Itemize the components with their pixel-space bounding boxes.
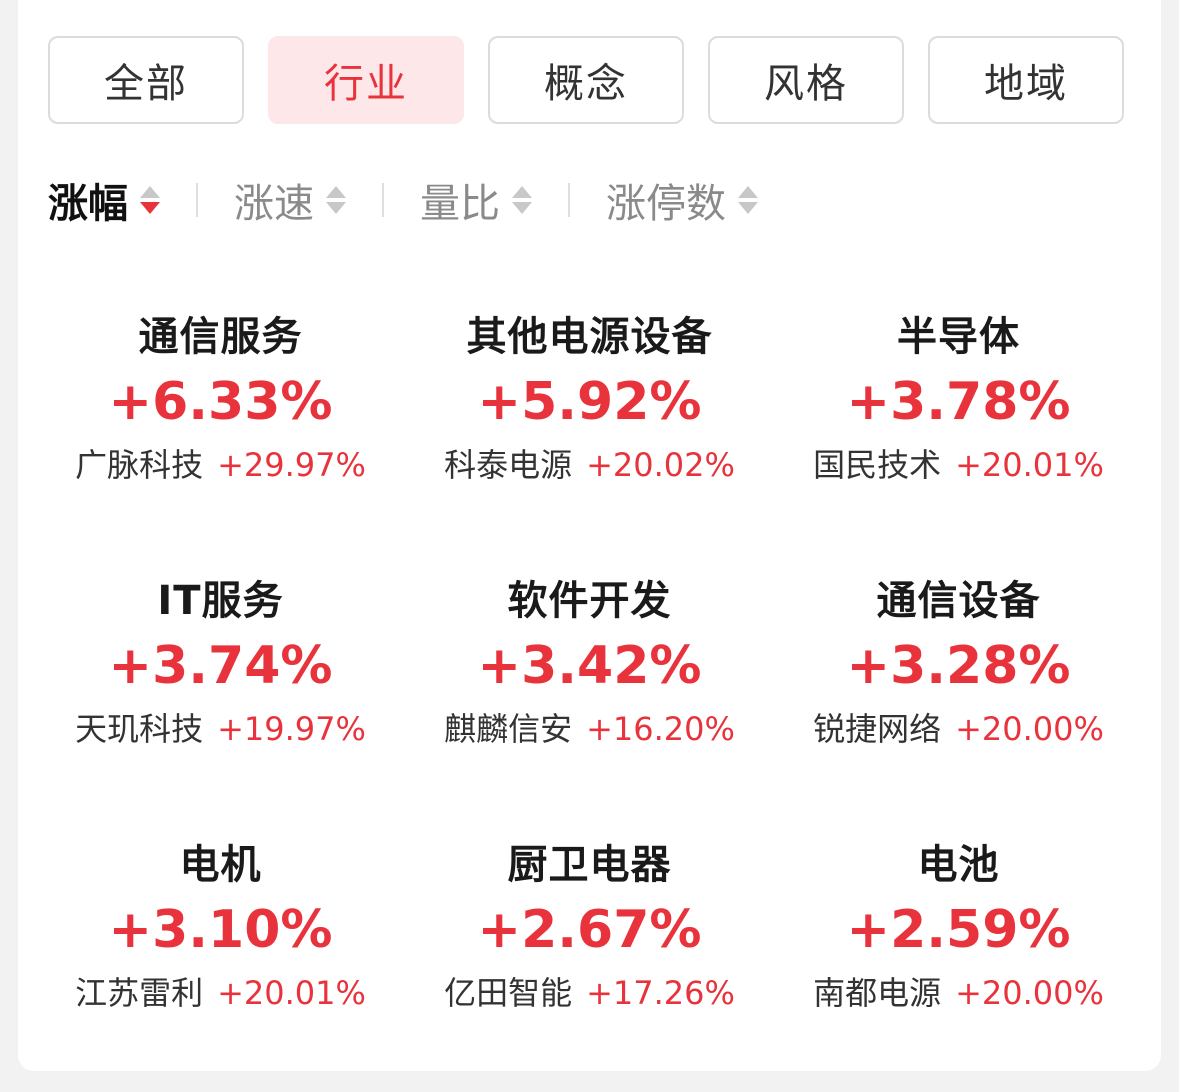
leader-stock: 天玑科技 +19.97%	[36, 704, 405, 754]
tab-style[interactable]: 风格	[708, 36, 904, 124]
sector-name: 其他电源设备	[466, 314, 713, 360]
sector-change: +3.28%	[846, 636, 1071, 696]
sort-volume-ratio-label: 量比	[420, 181, 500, 227]
leader-stock-name: 科泰电源	[444, 446, 573, 484]
leader-stock: 广脉科技 +29.97%	[36, 440, 405, 490]
sort-speed-label: 涨速	[234, 181, 314, 227]
sector-cell[interactable]: 电池 +2.59% 南都电源 +20.00%	[774, 828, 1143, 1092]
sector-name: 通信服务	[138, 314, 303, 360]
sort-limit-up-count-label: 涨停数	[606, 181, 726, 227]
leader-stock: 麒麟信安 +16.20%	[405, 704, 774, 754]
leader-stock-name: 广脉科技	[75, 446, 204, 484]
leader-stock-change: +20.02%	[586, 446, 735, 484]
sector-change: +3.78%	[846, 372, 1071, 432]
tab-concept[interactable]: 概念	[488, 36, 684, 124]
leader-stock-change: +20.01%	[955, 446, 1104, 484]
sector-name: 厨卫电器	[507, 842, 672, 888]
sector-change: +3.42%	[477, 636, 702, 696]
sector-change: +3.10%	[108, 900, 333, 960]
leader-stock-change: +20.01%	[217, 974, 366, 1012]
leader-stock-change: +17.26%	[586, 974, 735, 1012]
tab-industry[interactable]: 行业	[268, 36, 464, 124]
leader-stock: 科泰电源 +20.02%	[405, 440, 774, 490]
sector-grid: 通信服务 +6.33% 广脉科技 +29.97% 其他电源设备 +5.92% 科泰…	[36, 300, 1143, 1092]
sort-volume-ratio[interactable]: 量比	[420, 171, 532, 229]
sort-change-label: 涨幅	[48, 181, 128, 227]
sector-change: +2.59%	[846, 900, 1071, 960]
leader-stock-change: +16.20%	[586, 710, 735, 748]
sector-change: +5.92%	[477, 372, 702, 432]
sector-cell[interactable]: 通信设备 +3.28% 锐捷网络 +20.00%	[774, 564, 1143, 828]
sector-name: IT服务	[157, 578, 284, 624]
sector-name: 电机	[179, 842, 262, 888]
leader-stock-name: 天玑科技	[75, 710, 204, 748]
leader-stock-change: +29.97%	[217, 446, 366, 484]
sort-icon	[738, 186, 758, 214]
sector-cell[interactable]: 通信服务 +6.33% 广脉科技 +29.97%	[36, 300, 405, 564]
sort-speed[interactable]: 涨速	[234, 171, 346, 229]
leader-stock: 江苏雷利 +20.01%	[36, 968, 405, 1018]
tab-region[interactable]: 地域	[928, 36, 1124, 124]
sector-name: 软件开发	[507, 578, 672, 624]
leader-stock-name: 锐捷网络	[813, 710, 942, 748]
sector-name: 通信设备	[876, 578, 1041, 624]
divider	[196, 183, 198, 217]
sector-change: +3.74%	[108, 636, 333, 696]
leader-stock: 亿田智能 +17.26%	[405, 968, 774, 1018]
leader-stock: 国民技术 +20.01%	[774, 440, 1143, 490]
sector-cell[interactable]: IT服务 +3.74% 天玑科技 +19.97%	[36, 564, 405, 828]
leader-stock-name: 麒麟信安	[444, 710, 573, 748]
sector-change: +2.67%	[477, 900, 702, 960]
sort-icon	[326, 186, 346, 214]
sector-cell[interactable]: 电机 +3.10% 江苏雷利 +20.01%	[36, 828, 405, 1092]
leader-stock-change: +20.00%	[955, 710, 1104, 748]
leader-stock-name: 亿田智能	[444, 974, 573, 1012]
sort-desc-icon	[140, 186, 160, 214]
divider	[382, 183, 384, 217]
tab-all[interactable]: 全部	[48, 36, 244, 124]
leader-stock-change: +19.97%	[217, 710, 366, 748]
leader-stock-name: 国民技术	[813, 446, 942, 484]
leader-stock-name: 南都电源	[813, 974, 942, 1012]
sector-name: 电池	[917, 842, 1000, 888]
sector-cell[interactable]: 半导体 +3.78% 国民技术 +20.01%	[774, 300, 1143, 564]
sector-ranking-card: 全部 行业 概念 风格 地域 涨幅 涨速 量比 涨停数	[18, 0, 1161, 1071]
sector-cell[interactable]: 其他电源设备 +5.92% 科泰电源 +20.02%	[405, 300, 774, 564]
sector-name: 半导体	[897, 314, 1020, 360]
leader-stock-change: +20.00%	[955, 974, 1104, 1012]
sector-change: +6.33%	[108, 372, 333, 432]
leader-stock-name: 江苏雷利	[75, 974, 204, 1012]
category-tabs: 全部 行业 概念 风格 地域	[48, 36, 1124, 124]
sector-cell[interactable]: 软件开发 +3.42% 麒麟信安 +16.20%	[405, 564, 774, 828]
leader-stock: 南都电源 +20.00%	[774, 968, 1143, 1018]
sort-change[interactable]: 涨幅	[48, 171, 160, 229]
sort-bar: 涨幅 涨速 量比 涨停数	[48, 170, 758, 230]
sort-limit-up-count[interactable]: 涨停数	[606, 171, 758, 229]
sort-icon	[512, 186, 532, 214]
leader-stock: 锐捷网络 +20.00%	[774, 704, 1143, 754]
sector-cell[interactable]: 厨卫电器 +2.67% 亿田智能 +17.26%	[405, 828, 774, 1092]
divider	[568, 183, 570, 217]
